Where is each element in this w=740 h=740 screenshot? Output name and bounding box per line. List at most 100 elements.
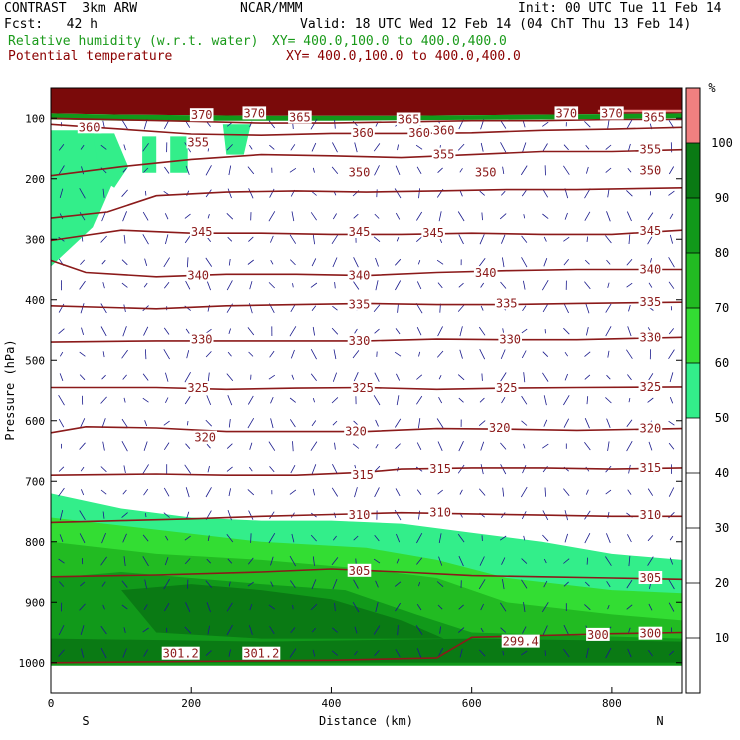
wind-vector — [248, 510, 254, 520]
wind-vector — [586, 166, 589, 174]
wind-vector — [563, 581, 569, 587]
colorbar-band — [686, 363, 700, 418]
wind-vector — [542, 304, 548, 313]
colorbar-tick-label: 40 — [715, 466, 729, 480]
wind-vector — [628, 234, 631, 245]
theta-label: 355 — [187, 135, 209, 149]
wind-vector — [542, 351, 549, 357]
wind-vector — [353, 213, 359, 219]
wind-vector — [58, 466, 65, 472]
wind-vector — [102, 351, 105, 358]
wind-vector — [310, 349, 317, 360]
wind-vector — [354, 626, 358, 634]
wind-vector — [416, 603, 422, 611]
theta-label: 325 — [187, 381, 209, 395]
wind-vector — [627, 168, 632, 173]
wind-vector — [478, 488, 486, 496]
field1-name: Relative humidity (w.r.t. water) — [8, 34, 259, 49]
rh-region-bl-90 — [121, 584, 444, 639]
theta-label: 325 — [352, 381, 374, 395]
wind-vector — [100, 489, 107, 495]
wind-vector — [563, 648, 570, 658]
wind-vector — [100, 556, 107, 566]
wind-vector — [58, 328, 65, 335]
theta-label-box — [347, 165, 372, 179]
wind-vector — [374, 165, 380, 176]
wind-vector — [563, 418, 570, 428]
wind-vector — [207, 465, 210, 473]
wind-vector — [100, 466, 107, 473]
wind-vector — [584, 351, 591, 357]
wind-vector — [438, 375, 442, 380]
wind-vector — [395, 602, 401, 612]
wind-vector — [289, 326, 297, 337]
wind-vector — [606, 533, 611, 544]
wind-vector — [457, 304, 465, 312]
wind-vector — [606, 418, 611, 428]
theta-label-box — [347, 508, 372, 522]
wind-vector — [669, 234, 673, 244]
wind-vector — [352, 443, 360, 449]
wind-vector — [416, 533, 423, 544]
wind-vector — [187, 257, 189, 268]
wind-vector — [521, 190, 527, 197]
theta-label-box — [638, 163, 663, 177]
wind-vector — [520, 165, 528, 176]
wind-vector — [499, 213, 507, 220]
wind-vector — [521, 257, 528, 268]
wind-vector — [416, 442, 422, 450]
wind-vector — [522, 305, 527, 312]
wind-vector — [100, 235, 107, 243]
theta-label-box — [494, 296, 519, 310]
wind-vector — [374, 328, 380, 334]
wind-vector — [668, 578, 675, 590]
wind-vector — [627, 648, 632, 658]
wind-vector — [269, 350, 275, 358]
wind-vector — [144, 420, 148, 427]
field1-xy: XY= 400.0,100.0 to 400.0,400.0 — [272, 34, 507, 49]
wind-vector — [79, 188, 86, 199]
wind-vector — [605, 144, 612, 150]
theta-label: 360 — [408, 126, 430, 140]
theta-label-box — [638, 421, 663, 435]
wind-vector — [584, 442, 591, 451]
wind-vector — [268, 211, 276, 222]
wind-vector — [269, 466, 275, 473]
theta-label: 300 — [587, 628, 609, 642]
wind-vector — [416, 236, 423, 242]
wind-vector — [523, 280, 526, 290]
wind-vector — [523, 602, 526, 613]
wind-vector — [334, 442, 336, 450]
wind-vector — [165, 234, 169, 245]
wind-vector — [80, 144, 85, 150]
wind-vector — [102, 120, 105, 128]
wind-vector — [647, 556, 654, 566]
theta-label: 365 — [643, 111, 665, 125]
wind-vector — [123, 465, 126, 473]
wind-vector — [331, 487, 339, 497]
wind-vector — [542, 534, 549, 542]
wind-vector — [457, 143, 465, 151]
wind-vector — [480, 305, 484, 311]
y-tick-label: 500 — [25, 354, 45, 367]
wind-vector — [100, 625, 107, 635]
wind-vector — [499, 535, 507, 541]
wind-vector — [480, 603, 484, 611]
wind-vector — [418, 188, 420, 199]
wind-vector — [142, 234, 149, 245]
theta-label: 365 — [398, 113, 420, 127]
wind-vector — [626, 211, 632, 222]
wind-vector — [522, 465, 527, 474]
theta-contour-315 — [51, 467, 682, 476]
wind-vector — [585, 489, 589, 495]
wind-vector — [396, 558, 400, 564]
wind-vector — [542, 188, 549, 198]
wind-vector — [352, 280, 360, 290]
wind-vector — [394, 351, 402, 357]
wind-vector — [205, 419, 212, 427]
wind-vector — [501, 557, 506, 565]
wind-vector — [543, 580, 548, 588]
wind-vector — [207, 535, 210, 541]
wind-vector — [416, 557, 423, 565]
wind-vector — [228, 581, 231, 587]
